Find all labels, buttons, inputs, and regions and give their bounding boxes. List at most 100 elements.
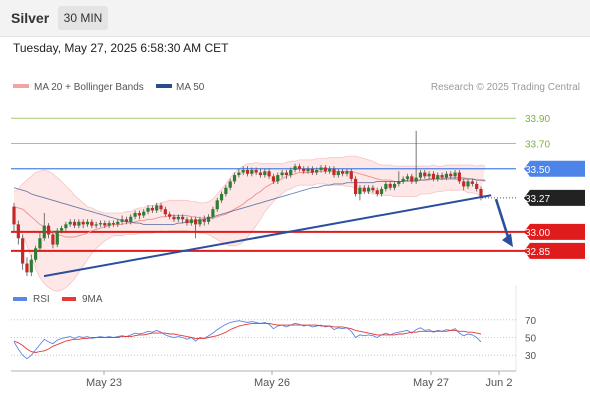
candle-body: [38, 238, 42, 249]
candle-body: [111, 223, 116, 225]
x-tick-label: May 27: [413, 377, 449, 389]
rsi-plot: 70 50 30: [11, 316, 537, 362]
level-badge-33.27: [524, 189, 585, 206]
candle-body: [159, 205, 163, 210]
rsi-tick-30: 30: [525, 351, 537, 362]
candle-body: [388, 183, 392, 188]
candle-body: [94, 224, 98, 226]
candle-body: [341, 171, 345, 174]
candle-body: [172, 216, 176, 220]
candle-body: [375, 190, 379, 195]
candle-body: [98, 223, 103, 225]
candle-body: [46, 225, 51, 235]
ma20-line: [13, 170, 486, 238]
level-label-33.27: 33.27: [525, 194, 550, 205]
candle-body: [284, 172, 289, 176]
candle-body: [34, 248, 38, 260]
candle-body: [258, 172, 263, 176]
bollinger-lower: [13, 183, 486, 292]
candle-body: [323, 167, 327, 172]
candle-body: [228, 181, 232, 188]
candle-body: [77, 221, 81, 226]
candle-body: [453, 172, 457, 177]
candle-body: [116, 221, 120, 225]
candle-body: [358, 187, 362, 195]
candle-body: [42, 225, 46, 239]
projection-arrow-shaft: [494, 198, 511, 241]
legend-label-9ma: 9MA: [82, 294, 103, 305]
candle-body: [241, 170, 245, 173]
candle-body: [466, 181, 470, 187]
level-label-33.00: 33.00: [525, 228, 550, 239]
candle-body: [306, 168, 310, 172]
candle-body: [427, 173, 431, 177]
candle-body: [181, 216, 185, 220]
price-plot: 33.90 33.70 33.50 33.27 33.00 32.85: [11, 114, 585, 292]
candle-body: [51, 234, 55, 245]
candle-body: [462, 181, 466, 187]
rsi-tick-70: 70: [525, 316, 537, 327]
candle-body: [59, 228, 64, 231]
legend-swatch-rsi: [13, 297, 27, 301]
candle-body: [263, 171, 267, 176]
candle-body: [457, 172, 461, 182]
candle-body: [150, 207, 154, 211]
projection-arrowhead: [502, 233, 513, 248]
candle-body: [315, 170, 319, 173]
chart-legend: MA 20 + Bollinger Bands MA 50 Research ©…: [13, 82, 580, 93]
candle-body: [176, 216, 180, 220]
bollinger-upper: [13, 155, 486, 214]
symbol-title: Silver: [11, 10, 50, 26]
level-badge-32.85: [524, 242, 585, 259]
legend-credit: Research © 2025 Trading Central: [431, 82, 580, 93]
legend-swatch-ma50: [156, 84, 172, 88]
rsi-legend: RSI 9MA: [13, 294, 103, 305]
x-axis: May 23 May 26 May 27 Jun 2: [11, 285, 517, 389]
trendline: [43, 194, 492, 278]
candle-body: [137, 212, 141, 216]
candle-body: [345, 171, 349, 174]
level-badge-33.00: [524, 223, 585, 240]
timeframe-badge[interactable]: 30 MIN: [58, 6, 108, 30]
candle-body: [146, 207, 150, 212]
candle-body: [384, 183, 388, 189]
candle-body: [423, 172, 427, 177]
candle-body: [289, 170, 293, 176]
candle-body: [206, 216, 211, 222]
candle-body: [354, 178, 358, 195]
candle-body: [332, 168, 336, 176]
candle-body: [336, 171, 340, 176]
candle-body: [198, 219, 202, 225]
candle-body: [479, 188, 483, 198]
candle-body: [72, 221, 77, 226]
candle-body: [163, 209, 167, 215]
candle-body: [436, 175, 440, 179]
candle-body: [276, 175, 280, 182]
candle-body: [155, 205, 159, 211]
candle-body: [366, 187, 371, 192]
candle-body: [267, 171, 271, 177]
timestamp: Tuesday, May 27, 2025 6:58:30 AM CET: [13, 41, 229, 55]
legend-swatch-ma20: [13, 84, 29, 88]
candle-body: [418, 172, 423, 178]
candle-body: [414, 177, 418, 182]
candle-body: [211, 209, 215, 217]
candle-body: [371, 187, 375, 191]
candle-body: [349, 171, 353, 179]
candle-body: [237, 172, 241, 176]
candle-body: [449, 173, 453, 177]
candle-body: [85, 221, 90, 225]
candle-body: [254, 170, 258, 173]
candle-body: [21, 238, 25, 264]
candle-body: [25, 263, 29, 273]
candle-body: [133, 212, 137, 217]
x-tick-label: May 26: [254, 377, 290, 389]
candle-body: [297, 166, 301, 169]
candle-body: [189, 219, 193, 224]
level-label-32.85: 32.85: [525, 247, 550, 258]
candle-body: [194, 219, 198, 225]
candle-body: [215, 200, 219, 210]
candle-body: [405, 176, 410, 179]
candle-body: [475, 183, 479, 189]
